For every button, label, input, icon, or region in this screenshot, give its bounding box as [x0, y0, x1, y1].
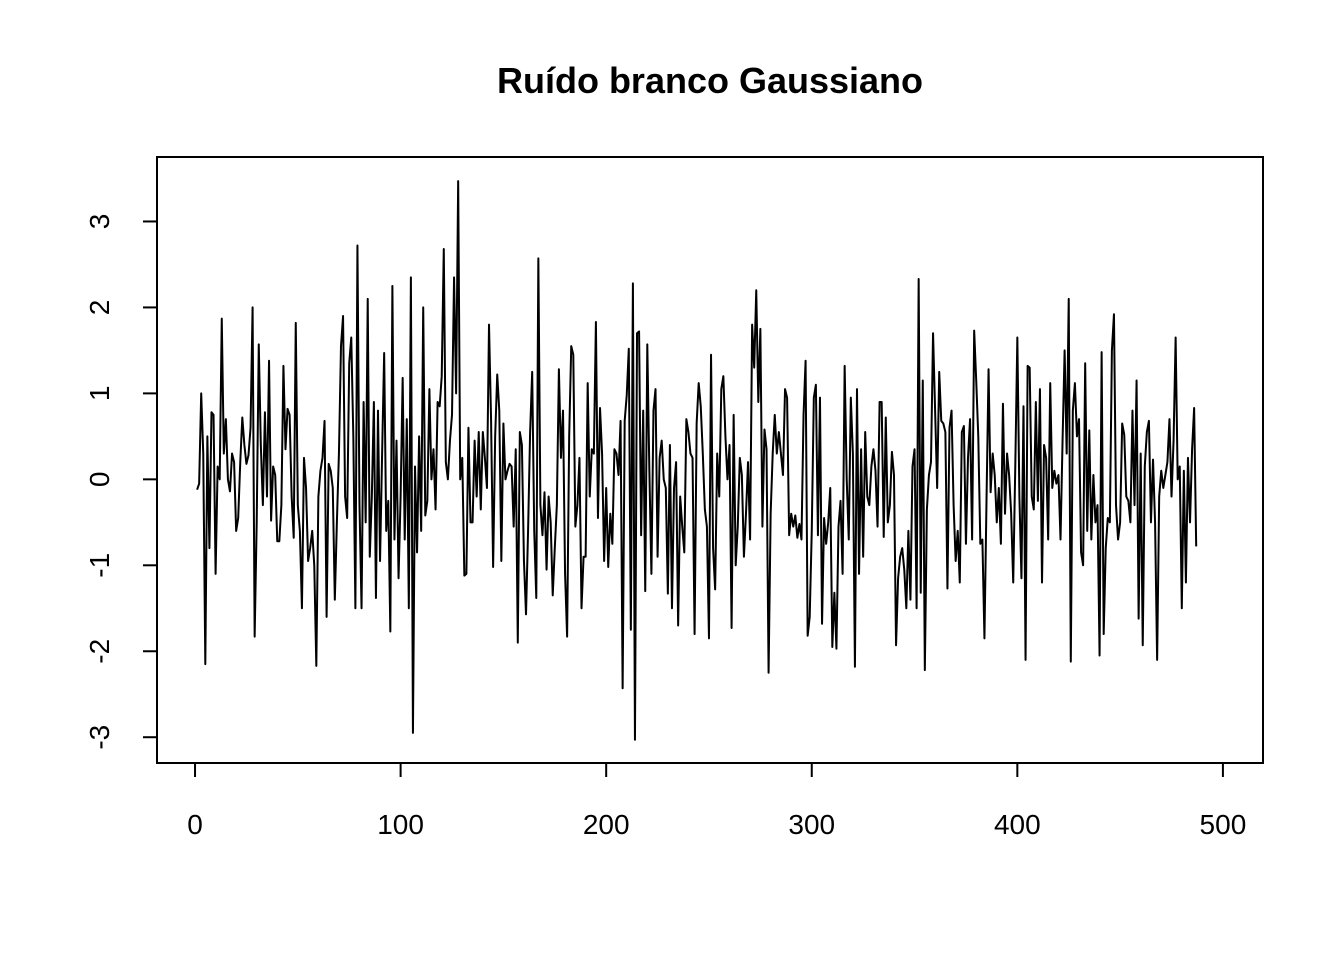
- y-tick-label: 1: [84, 386, 115, 402]
- x-tick-label: 500: [1200, 809, 1247, 840]
- x-tick-label: 200: [583, 809, 630, 840]
- x-tick-label: 400: [994, 809, 1041, 840]
- y-tick-label: 0: [84, 472, 115, 488]
- y-tick-label: -2: [84, 639, 115, 664]
- y-tick-label: -3: [84, 725, 115, 750]
- chart-title: Ruído branco Gaussiano: [497, 60, 923, 101]
- y-axis: -3 -2 -1 0 1 2 3: [84, 214, 158, 750]
- y-tick-label: 3: [84, 214, 115, 230]
- x-tick-label: 100: [377, 809, 424, 840]
- x-tick-label: 300: [788, 809, 835, 840]
- x-axis: 0 100 200 300 400 500: [187, 762, 1247, 840]
- series-layer: [196, 180, 1198, 741]
- y-tick-label: 2: [84, 300, 115, 316]
- y-tick-label: -1: [84, 553, 115, 578]
- series-line-1: [196, 180, 1198, 741]
- x-tick-label: 0: [187, 809, 203, 840]
